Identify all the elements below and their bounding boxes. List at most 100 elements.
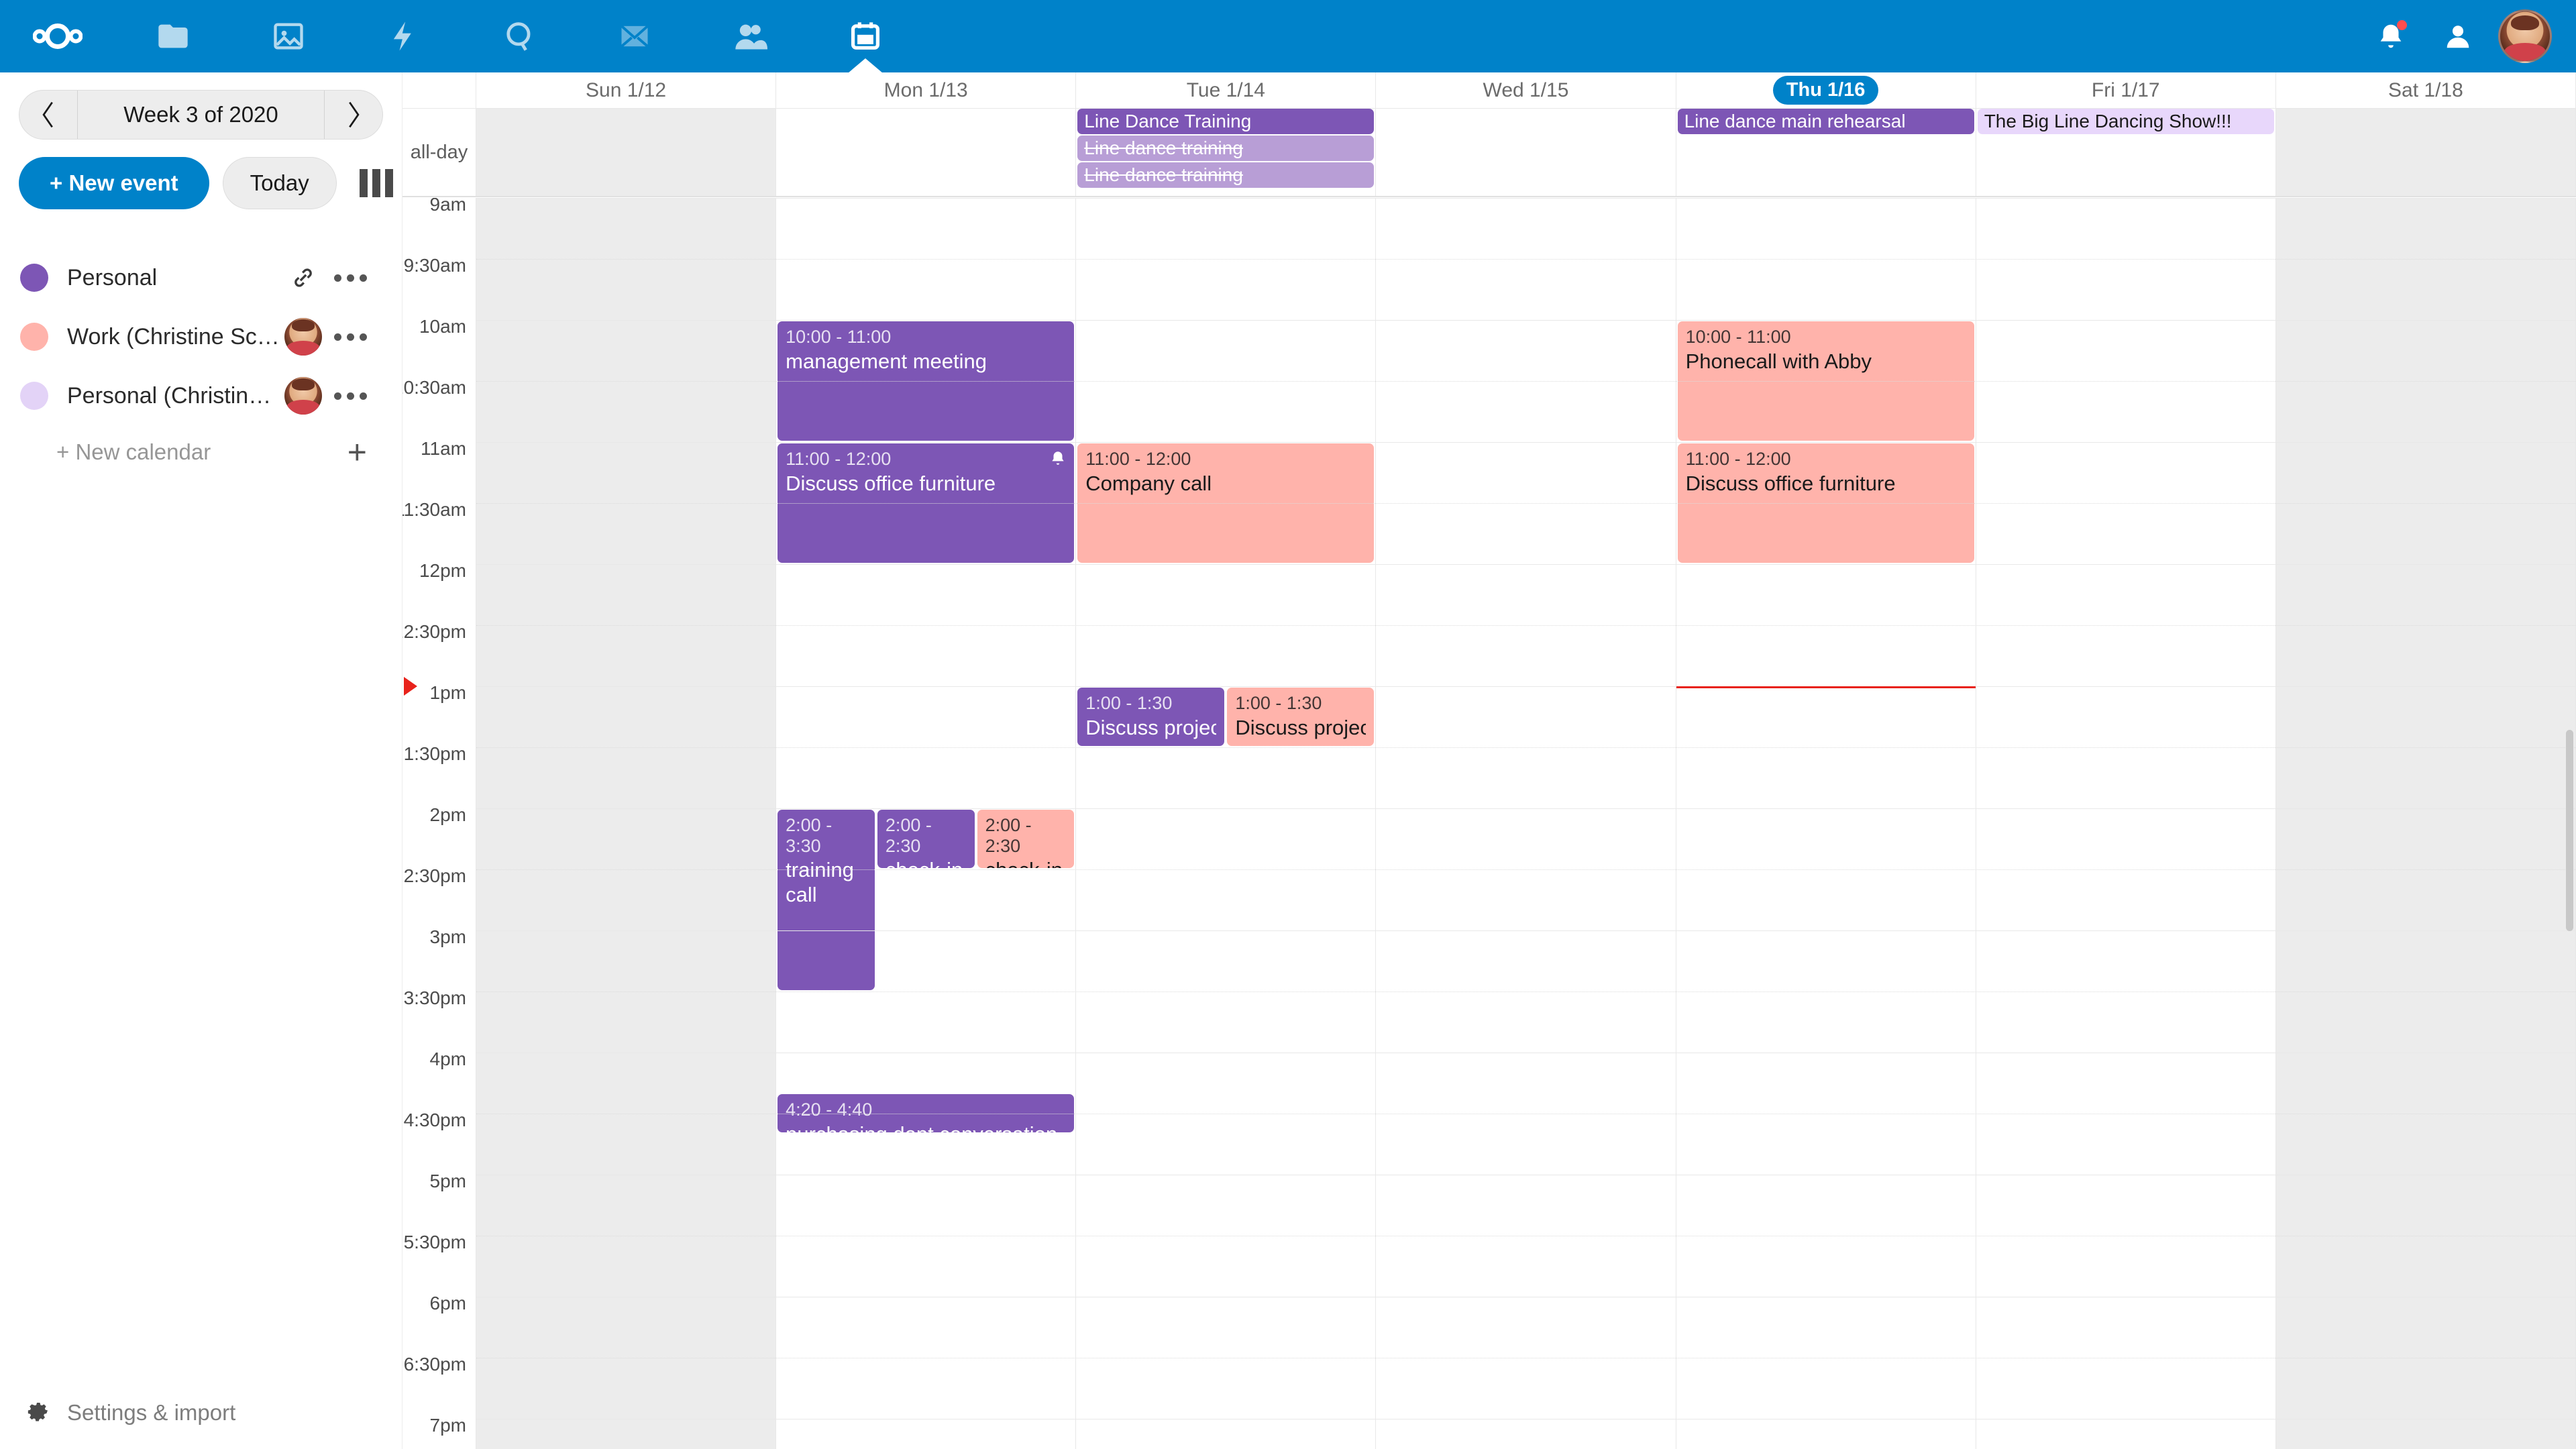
time-label: 1pm [429, 682, 466, 703]
grid-line [476, 198, 2576, 199]
all-day-event[interactable]: Line dance main rehearsal [1677, 109, 1974, 134]
day-header-sun[interactable]: Sun 1/12 [476, 72, 777, 108]
grid-line [476, 686, 2576, 687]
calendar-event[interactable]: 2:00 - 3:30 training call [776, 808, 876, 991]
avatar [284, 377, 322, 415]
header-gutter [402, 72, 476, 108]
add-calendar-button[interactable]: + [347, 433, 367, 471]
time-label: 1:30pm [403, 743, 466, 764]
notifications-button[interactable] [2357, 0, 2424, 72]
nav-item-mail[interactable] [577, 0, 692, 72]
day-column-4[interactable]: 10:00 - 11:00 Phonecall with Abby 11:00 - … [1676, 198, 1976, 1449]
calendar-event[interactable]: 11:00 - 12:00 Discuss office furniture [1676, 441, 1976, 564]
all-day-cell-1[interactable] [776, 109, 1077, 196]
all-day-cell-4[interactable]: Line dance main rehearsal [1676, 109, 1976, 196]
calendar-event[interactable]: 11:00 - 12:00 Discuss office furniture [776, 441, 1076, 564]
next-week-button[interactable] [325, 91, 382, 139]
grid-line [476, 747, 2576, 748]
day-header-wed[interactable]: Wed 1/15 [1376, 72, 1676, 108]
grid-line [476, 441, 2576, 443]
previous-week-button[interactable] [19, 91, 77, 139]
calendar-item-personal[interactable]: Personal [0, 248, 402, 307]
time-label: 5:30pm [403, 1231, 466, 1252]
view-switch-icon[interactable] [359, 169, 393, 197]
vertical-scrollbar[interactable] [2566, 730, 2573, 931]
all-day-cell-0[interactable] [476, 109, 777, 196]
time-grid: 9am 9:30am 10am 10:30am 11am 11:30am 12pm 12:30… [402, 198, 2576, 1449]
all-day-cell-5[interactable]: The Big Line Dancing Show!!! [1976, 109, 2276, 196]
search-icon [506, 22, 531, 51]
day-header-thu[interactable]: Thu 1/16 [1676, 72, 1976, 108]
calendar-menu-button[interactable] [327, 333, 367, 341]
sidebar: Week 3 of 2020 + New event Today Persona… [0, 72, 402, 1449]
chevron-left-icon [42, 101, 53, 128]
day-column-5[interactable] [1976, 198, 2276, 1449]
all-day-event[interactable]: Line dance training [1077, 136, 1375, 161]
nextcloud-logo[interactable] [0, 0, 115, 72]
contacts-menu-button[interactable] [2424, 0, 2491, 72]
day-column-2[interactable]: 11:00 - 12:00 Company call 1:00 - 1:30 Disc… [1076, 198, 1377, 1449]
new-calendar-row[interactable]: + New calendar + [0, 425, 402, 479]
calendar-color-dot [20, 382, 48, 410]
settings-and-import-button[interactable]: Settings & import [24, 1399, 235, 1426]
event-time: 10:00 - 11:00 [786, 326, 892, 347]
top-navigation-bar [0, 0, 2576, 72]
day-column-6[interactable] [2275, 198, 2576, 1449]
calendar-event[interactable]: 10:00 - 11:00 Phonecall with Abby [1676, 319, 1976, 442]
calendar-name: Personal [67, 264, 158, 290]
time-label: 10am [419, 315, 466, 337]
time-label: 2:30pm [403, 865, 466, 886]
nav-item-files[interactable] [115, 0, 231, 72]
time-label: 3:30pm [403, 987, 466, 1008]
bell-icon [2380, 24, 2402, 48]
event-time: 1:00 - 1:30 [1235, 692, 1322, 713]
all-day-cell-3[interactable] [1376, 109, 1676, 196]
day-header-sat[interactable]: Sat 1/18 [2276, 72, 2576, 108]
nav-item-calendar[interactable] [808, 0, 923, 72]
today-button[interactable]: Today [222, 157, 337, 209]
nav-item-activity[interactable] [346, 0, 462, 72]
calendar-event[interactable]: 11:00 - 12:00 Company call [1076, 441, 1376, 564]
day-header-fri[interactable]: Fri 1/17 [1976, 72, 2276, 108]
nav-item-photos[interactable] [231, 0, 346, 72]
calendar-event[interactable]: 4:20 - 4:40 purchasing dept conversation [776, 1093, 1076, 1134]
calendar-color-dot [20, 264, 48, 292]
calendar-item-personal-christine-schott[interactable]: Personal (Christine Scho... [0, 366, 402, 425]
grid-line [476, 991, 2576, 992]
event-title: management meeting [786, 349, 987, 373]
calendar-event[interactable]: 2:00 - 2:30 check-in [875, 808, 976, 869]
user-avatar-button[interactable] [2491, 0, 2559, 72]
calendar-name: Work (Christine Schott) [67, 323, 280, 350]
all-day-event[interactable]: Line Dance Training [1077, 109, 1375, 134]
shared-by-avatar [280, 318, 327, 356]
nav-item-search[interactable] [462, 0, 577, 72]
nav-item-contacts[interactable] [692, 0, 808, 72]
contacts-icon [735, 24, 767, 50]
calendar-event[interactable]: 2:00 - 2:30 check-in [975, 808, 1076, 869]
grid-line [476, 564, 2576, 565]
all-day-cell-2[interactable]: Line Dance Training Line dance training Li… [1076, 109, 1377, 196]
calendar-event[interactable]: 10:00 - 11:00 management meeting [776, 319, 1076, 442]
day-header-mon[interactable]: Mon 1/13 [776, 72, 1077, 108]
grid-line [476, 502, 2576, 504]
settings-label: Settings & import [67, 1400, 236, 1425]
day-column-1[interactable]: 10:00 - 11:00 management meeting 11:00 - 1… [776, 198, 1077, 1449]
time-axis: 9am 9:30am 10am 10:30am 11am 11:30am 12pm 12:30… [402, 198, 476, 1449]
event-time: 11:00 - 12:00 [786, 448, 892, 469]
all-day-cell-6[interactable] [2275, 109, 2576, 196]
calendar-menu-button[interactable] [327, 392, 367, 400]
all-day-event[interactable]: Line dance training [1077, 162, 1375, 188]
calendar-menu-button[interactable] [327, 274, 367, 282]
day-header-tue[interactable]: Tue 1/14 [1076, 72, 1377, 108]
time-label: 10:30am [402, 376, 466, 398]
day-column-3[interactable] [1376, 198, 1676, 1449]
time-label: 11:30am [402, 498, 466, 520]
calendar-item-work-christine-schott[interactable]: Work (Christine Schott) [0, 307, 402, 366]
calendar-icon [851, 22, 880, 50]
link-icon[interactable] [280, 264, 327, 291]
all-day-event[interactable]: The Big Line Dancing Show!!! [1977, 109, 2274, 134]
new-event-button[interactable]: + New event [19, 157, 209, 209]
day-column-0[interactable] [476, 198, 777, 1449]
